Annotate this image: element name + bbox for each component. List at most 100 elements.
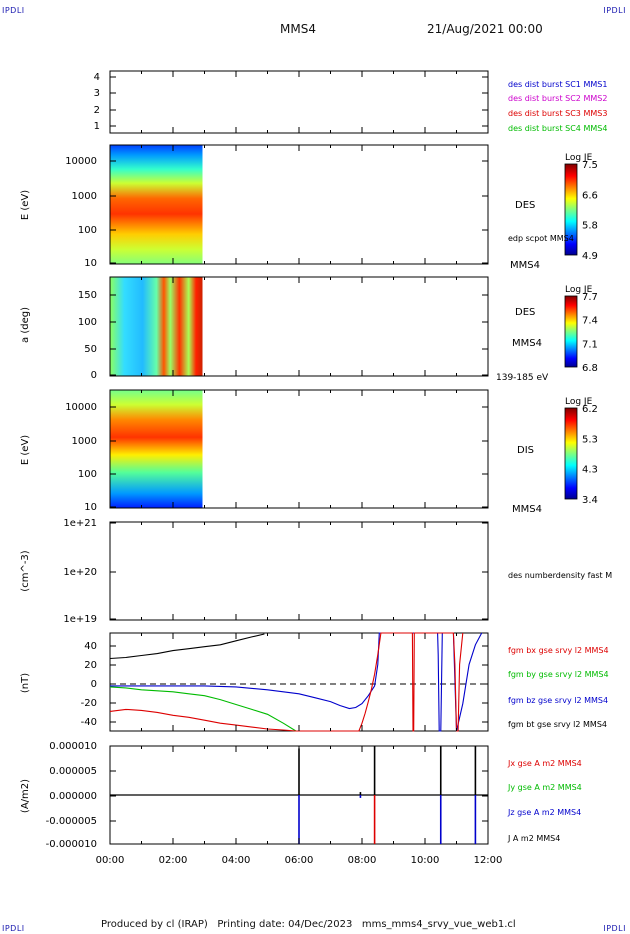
des-energy-spectrogram (110, 145, 203, 264)
y-tick-label: -0.000005 (46, 816, 97, 827)
header-date: 21/Aug/2021 00:00 (427, 22, 543, 36)
y-axis-label: E (eV) (20, 435, 31, 465)
y-axis-label: (cm^-3) (20, 550, 31, 591)
bfield-series-group (109, 632, 483, 732)
bfield-series-line (109, 686, 297, 732)
legend-entry: Jz gse A m2 MMS4 (507, 808, 581, 817)
panel-side-label: MMS4 (512, 504, 542, 515)
colorbar-dis-energy (564, 407, 578, 500)
y-axis-label: (A/m2) (20, 779, 31, 813)
y-tick-label: 3 (94, 88, 100, 99)
y-tick-label: -20 (81, 698, 97, 709)
colorbar-tick-label: 7.7 (582, 292, 598, 303)
y-tick-label: 100 (78, 317, 97, 328)
y-tick-label: -0.000010 (46, 839, 97, 850)
legend-entry: Jy gse A m2 MMS4 (507, 783, 582, 792)
y-tick-label: 1000 (72, 436, 97, 447)
colorbar-tick-label: 7.4 (582, 316, 598, 327)
panel-spacecraft-config (109, 70, 489, 134)
legend-entry: Jx gse A m2 MMS4 (507, 759, 582, 768)
legend-entry: des dist burst SC1 MMS1 (508, 80, 607, 89)
corner-label-top-left: IPDLI (2, 6, 25, 15)
colorbar-tick-label: 6.6 (582, 190, 598, 201)
panel-side-label: MMS4 (510, 260, 540, 271)
y-tick-label: 0.000000 (49, 791, 97, 802)
x-tick-label: 12:00 (474, 855, 503, 866)
x-tick-label: 02:00 (159, 855, 188, 866)
dynamic-labels: 4 3 2 1 des dist burst SC1 MMS1 des dist burs… (20, 72, 612, 866)
y-axis-label: E (eV) (20, 190, 31, 220)
colorbar-tick-label: 3.4 (582, 495, 598, 506)
x-tick-label: 00:00 (96, 855, 125, 866)
x-tick-label: 10:00 (411, 855, 440, 866)
panel-side-label: 139-185 eV (496, 373, 549, 383)
y-tick-label: 10 (84, 502, 97, 513)
colorbar-title: Log JE (565, 153, 593, 163)
panel-frame (109, 70, 489, 134)
panel-side-label: DES (515, 307, 535, 318)
x-tick-label: 08:00 (348, 855, 377, 866)
colorbar-tick-label: 5.3 (582, 434, 598, 445)
y-tick-label: 0.000005 (49, 766, 97, 777)
y-tick-label: 150 (78, 290, 97, 301)
colorbar-des-energy (564, 163, 578, 256)
legend-entry: des dist burst SC3 MMS3 (508, 109, 607, 118)
y-tick-label: 10000 (65, 156, 97, 167)
y-tick-label: 20 (84, 660, 97, 671)
bfield-series-line (109, 633, 265, 660)
panel-magnetic-field (109, 632, 489, 732)
y-tick-label: 1e+19 (63, 614, 97, 625)
y-tick-label: 1 (94, 121, 100, 132)
legend-entry: fgm bt gse srvy l2 MMS4 (508, 720, 607, 729)
des-pitch-spectrogram (110, 277, 203, 376)
legend-entry: des numberdensity fast M (508, 571, 612, 580)
colorbar-tick-label: 7.1 (582, 339, 598, 350)
colorbar-tick-label: 5.8 (582, 221, 598, 232)
footer-text: Produced by cl (IRAP) Printing date: 04/… (101, 919, 516, 930)
y-tick-label: 100 (78, 469, 97, 480)
bfield-series-line (109, 632, 464, 732)
corner-label-bottom-left: IPDLI (2, 924, 25, 933)
panel-side-label: DIS (517, 445, 534, 456)
colorbar-title: Log JE (565, 285, 593, 295)
panel-side-label: MMS4 (512, 338, 542, 349)
current-series-group (110, 746, 488, 844)
y-tick-label: 1000 (72, 191, 97, 202)
panel-density (109, 521, 489, 621)
legend-entry: des dist burst SC4 MMS4 (508, 124, 607, 133)
tick-marks (109, 71, 489, 845)
x-tick-label: 06:00 (285, 855, 314, 866)
y-tick-label: 2 (94, 105, 100, 116)
y-axis-label: a (deg) (20, 307, 31, 343)
panel-frame (109, 632, 489, 732)
colorbar-tick-label: 6.8 (582, 363, 598, 374)
colorbar-des-pitch (564, 295, 578, 368)
y-tick-label: 10 (84, 258, 97, 269)
panel-side-label: DES (515, 200, 535, 211)
y-tick-label: -40 (81, 717, 97, 728)
legend-entry: fgm bx gse srvy l2 MMS4 (508, 646, 609, 655)
colorbar-title: Log JE (565, 397, 593, 407)
y-tick-label: 10000 (65, 402, 97, 413)
y-tick-label: 4 (94, 72, 100, 83)
legend-entry: J A m2 MMS4 (507, 834, 560, 843)
panel-des-energy (109, 144, 489, 265)
dis-energy-spectrogram (110, 390, 203, 508)
colorbar-tick-label: 4.9 (582, 251, 598, 262)
y-tick-label: 0 (91, 679, 97, 690)
y-tick-label: 0 (91, 370, 97, 381)
legend-entry: des dist burst SC2 MMS2 (508, 94, 607, 103)
panel-current-density (109, 745, 489, 845)
y-tick-label: 0.000010 (49, 741, 97, 752)
y-tick-label: 100 (78, 225, 97, 236)
colorbar-tick-label: 4.3 (582, 465, 598, 476)
colorbar-tick-label: 7.5 (582, 160, 598, 171)
panel-frame (109, 521, 489, 621)
legend-entry: fgm bz gse srvy l2 MMS4 (508, 696, 608, 705)
x-tick-label: 04:00 (222, 855, 251, 866)
y-tick-label: 1e+20 (63, 567, 97, 578)
y-axis-label: (nT) (20, 673, 31, 693)
panel-des-pitch (109, 276, 489, 377)
corner-label-bottom-right: IPDLI (603, 924, 626, 933)
